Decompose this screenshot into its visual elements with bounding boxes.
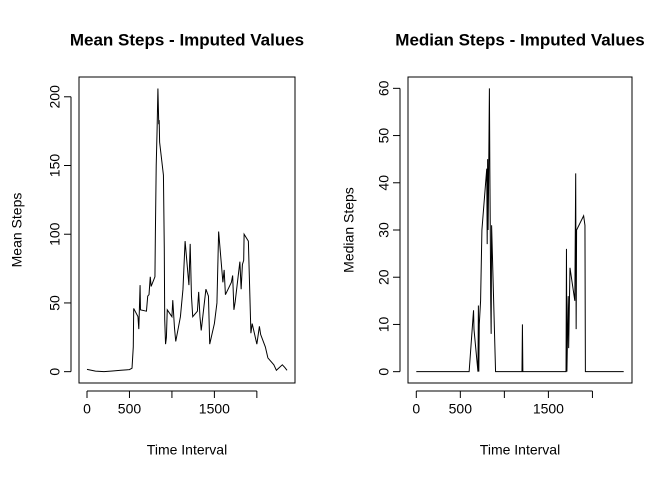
y-tick-label: 200 (47, 85, 63, 109)
plot-frame (78, 76, 296, 384)
y-tick-label: 40 (376, 175, 392, 191)
x-axis-label: Time Interval (147, 442, 227, 458)
chart-title: Mean Steps - Imputed Values (70, 30, 304, 49)
x-tick-label: 500 (118, 401, 142, 417)
y-tick-label: 50 (47, 295, 63, 311)
y-tick-label: 60 (376, 80, 392, 96)
y-tick-label: 100 (47, 222, 63, 246)
data-line (86, 88, 288, 373)
y-tick-label: 10 (376, 316, 392, 332)
y-axis-label: Median Steps (341, 187, 357, 273)
y-tick-label: 20 (376, 269, 392, 285)
x-tick-label: 1500 (199, 401, 230, 417)
x-tick-label: 1500 (533, 401, 564, 417)
y-axis-label: Mean Steps (9, 193, 25, 268)
y-tick-label: 50 (376, 128, 392, 144)
y-tick-label: 0 (376, 368, 392, 376)
data-line (416, 88, 624, 373)
x-axis-label: Time Interval (480, 442, 560, 458)
y-tick-label: 0 (47, 368, 63, 376)
x-tick-label: 0 (412, 401, 420, 417)
y-tick-label: 30 (376, 222, 392, 238)
chart-title: Median Steps - Imputed Values (395, 30, 644, 49)
y-tick-label: 150 (47, 154, 63, 178)
x-tick-label: 500 (449, 401, 473, 417)
x-tick-label: 0 (83, 401, 91, 417)
plot-frame (407, 76, 633, 384)
